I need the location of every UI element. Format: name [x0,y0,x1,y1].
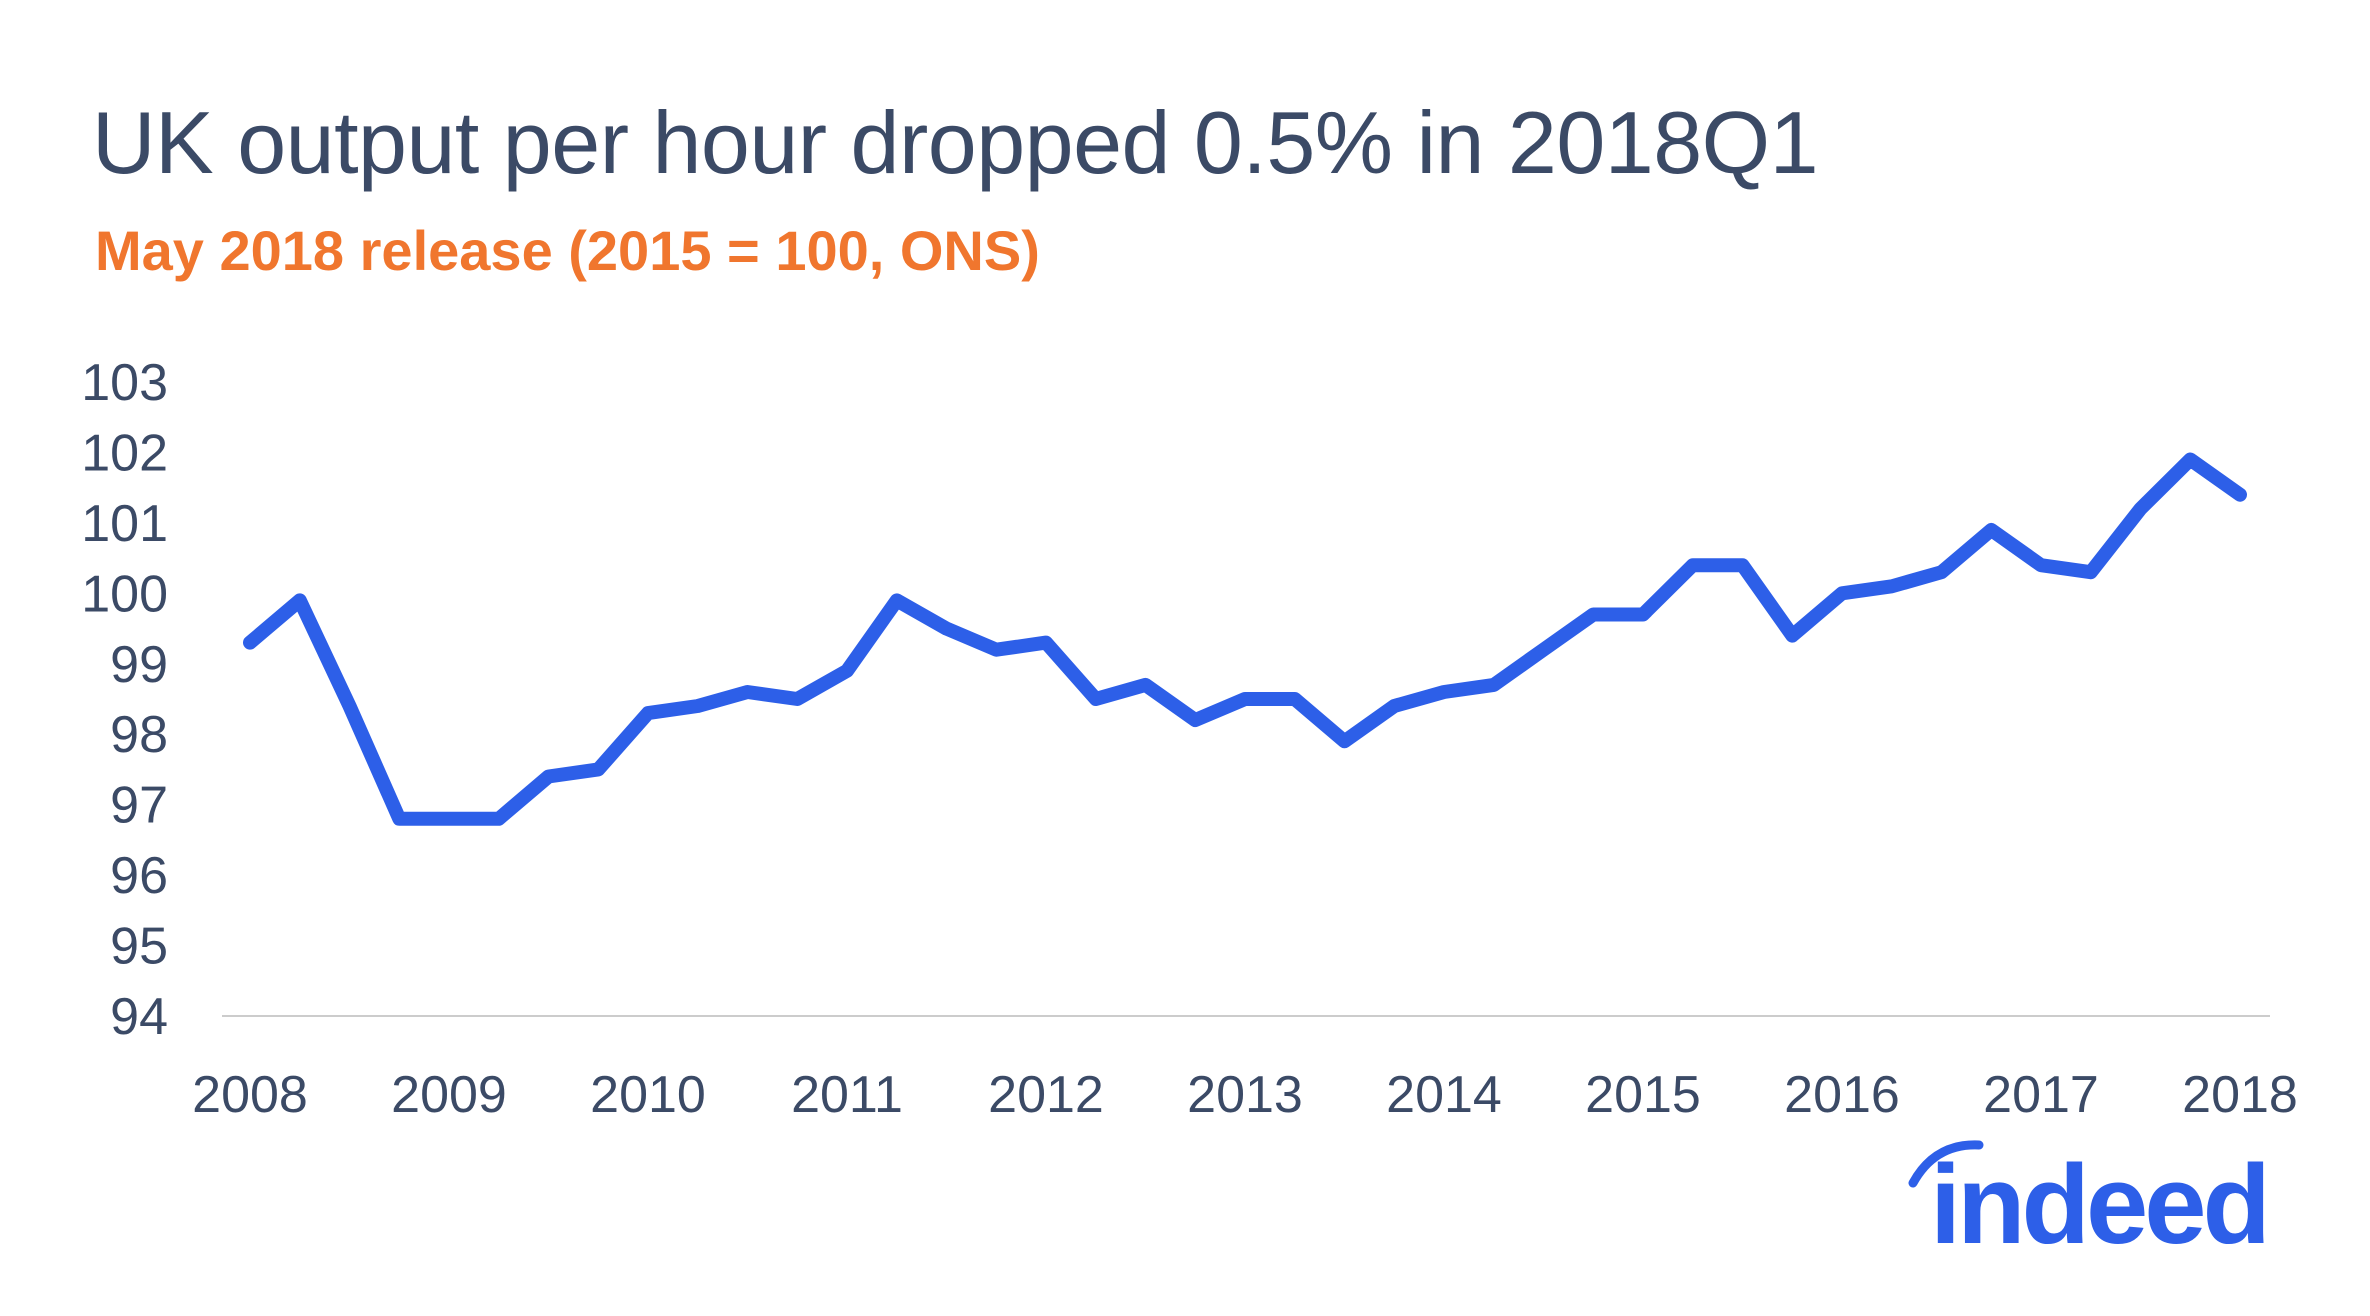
y-tick-label: 100 [81,565,168,623]
x-tick-label: 2010 [590,1066,706,1124]
y-tick-label: 95 [110,918,168,976]
indeed-logo: indeed [1930,1142,2271,1267]
x-axis-ticks: 2008 2009 2010 2011 2012 2013 2014 2015 2016 2017… [192,1066,2298,1124]
x-tick-label: 2015 [1585,1066,1701,1124]
y-tick-label: 96 [110,847,168,905]
x-tick-label: 2009 [391,1066,507,1124]
y-tick-label: 99 [110,636,168,694]
x-tick-label: 2014 [1386,1066,1502,1124]
chart-title: UK output per hour dropped 0.5% in 2018Q… [92,93,1819,192]
y-tick-label: 102 [81,424,168,482]
x-tick-label: 2008 [192,1066,308,1124]
y-tick-label: 94 [110,988,168,1046]
x-tick-label: 2011 [791,1066,903,1124]
indeed-logo-arc-icon [1908,1140,1984,1188]
y-tick-label: 103 [81,354,168,412]
x-tick-label: 2013 [1187,1066,1303,1124]
x-tick-label: 2012 [988,1066,1104,1124]
series-layer [243,452,2247,826]
series-line [243,452,2247,826]
y-tick-label: 98 [110,706,168,764]
x-tick-label: 2016 [1784,1066,1900,1124]
chart-subtitle: May 2018 release (2015 = 100, ONS) [95,219,1040,282]
x-tick-label: 2017 [1983,1066,2099,1124]
y-axis-ticks: 94 95 96 97 98 99 100 101 102 103 [81,354,168,1046]
y-tick-label: 101 [81,495,168,553]
y-tick-label: 97 [110,777,168,835]
x-tick-label: 2018 [2182,1066,2298,1124]
